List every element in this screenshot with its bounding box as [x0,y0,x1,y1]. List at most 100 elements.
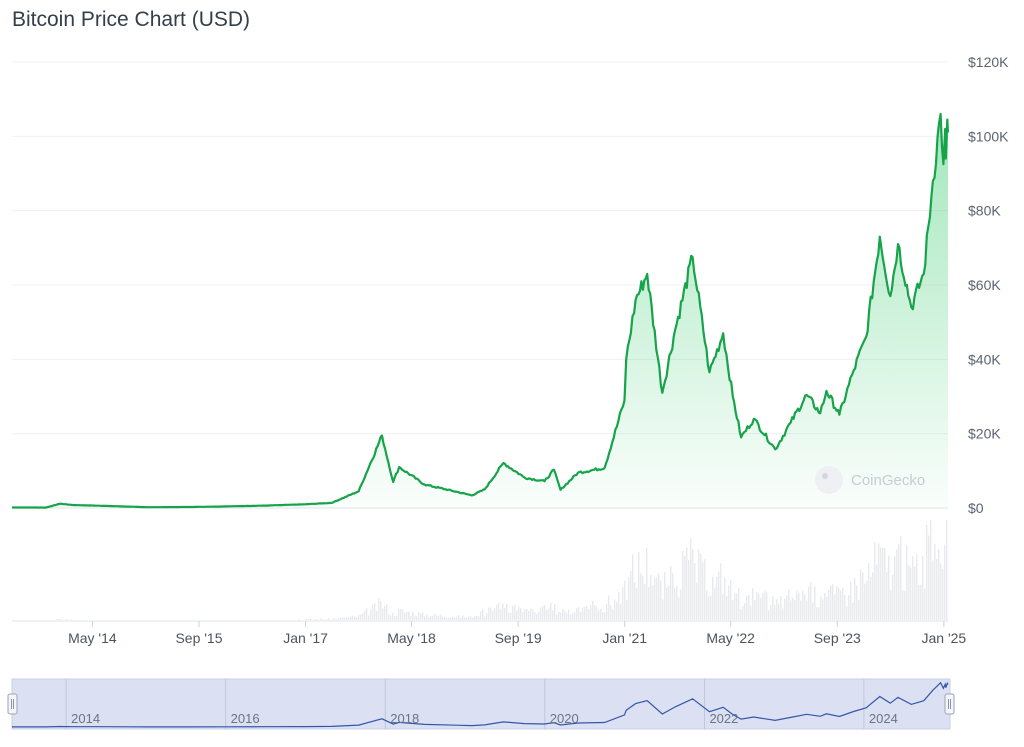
volume-bar [814,586,816,620]
volume-bar [690,538,692,620]
gecko-logo-icon [815,466,843,494]
volume-bar [630,571,632,620]
volume-bar [346,617,348,620]
navigator-right-handle[interactable] [944,693,955,715]
volume-bar [648,586,650,620]
volume-bar [566,612,568,620]
volume-bar [926,524,928,620]
volume-bar [432,615,434,620]
volume-bar [912,556,914,620]
volume-bar [884,547,886,620]
volume-bar [832,584,834,620]
volume-bar [940,563,942,620]
volume-bar [542,605,544,620]
volume-bar [702,562,704,620]
volume-bar [350,616,352,620]
y-tick-label: $120K [968,54,1009,70]
volume-bar [634,582,636,620]
volume-bar [662,599,664,620]
volume-bar [816,607,818,620]
volume-bar [498,603,500,620]
volume-bar [308,618,310,620]
volume-bar [946,520,948,620]
volume-bar [910,567,912,620]
volume-bar [666,587,668,620]
volume-bar [384,605,386,620]
watermark-text: CoinGecko [851,472,925,489]
navigator[interactable]: 2014 2016 2018 2020 2022 2024 [7,678,955,730]
volume-bar [392,612,394,620]
volume-bar [580,612,582,620]
volume-bar [552,610,554,620]
navigator-left-handle[interactable] [7,693,18,715]
volume-bar [532,609,534,620]
volume-bar [898,543,900,620]
navigator-dividers [65,679,865,729]
volume-bar [70,619,72,620]
volume-bar [824,592,826,620]
volume-bar [524,609,526,620]
volume-bar [744,602,746,620]
volume-bar [652,585,654,620]
volume-bar [684,555,686,620]
volume-bar [888,555,890,620]
volume-bar [734,592,736,620]
x-tick-label: May '18 [387,630,436,646]
volume-bar [390,615,392,620]
x-tick-label: Sep '23 [814,630,861,646]
volume-bar [638,552,640,620]
volume-bar [420,613,422,620]
volume-bar [842,588,844,620]
volume-bar [766,592,768,620]
volume-bar [834,594,836,620]
volume-bar [340,617,342,620]
volume-bar [582,607,584,620]
volume-bar [514,604,516,620]
volume-bar [354,616,356,620]
price-area [12,114,948,508]
volume-bar [736,593,738,620]
volume-bar [510,613,512,620]
price-line[interactable] [12,112,950,509]
volume-bar [664,572,666,620]
volume-bar [492,611,494,620]
volume-bar [796,590,798,620]
volume-bar [358,615,360,620]
volume-bar [394,616,396,620]
volume-bar [534,612,536,620]
volume-bar [506,604,508,620]
volume-bar [402,609,404,620]
volume-bar [558,611,560,620]
volume-bar [670,566,672,620]
volume-bar [386,604,388,620]
volume-bar [614,599,616,620]
volume-bar [812,602,814,620]
x-tick-label: Sep '15 [175,630,222,646]
volume-bar [508,612,510,620]
volume-bar [570,614,572,620]
volume-bar [66,619,68,620]
volume-bar [328,618,330,620]
volume-bar [828,589,830,620]
volume-bars [56,520,948,620]
volume-bar [574,611,576,620]
volume-bar [434,613,436,620]
y-tick-label: $80K [968,203,1001,219]
volume-bar [436,615,438,620]
volume-bar [890,589,892,620]
volume-bar [784,598,786,620]
navigator-year-label: 2024 [869,711,898,726]
volume-bar [708,596,710,620]
volume-bar [710,595,712,620]
volume-bar [348,617,350,620]
volume-bar [844,595,846,620]
volume-bar [728,585,730,620]
navigator-window[interactable] [11,678,951,730]
volume-bar [326,619,328,620]
volume-bar [424,616,426,620]
volume-bar [800,600,802,620]
volume-bar [460,617,462,620]
volume-bar [456,616,458,620]
volume-bar [808,586,810,620]
